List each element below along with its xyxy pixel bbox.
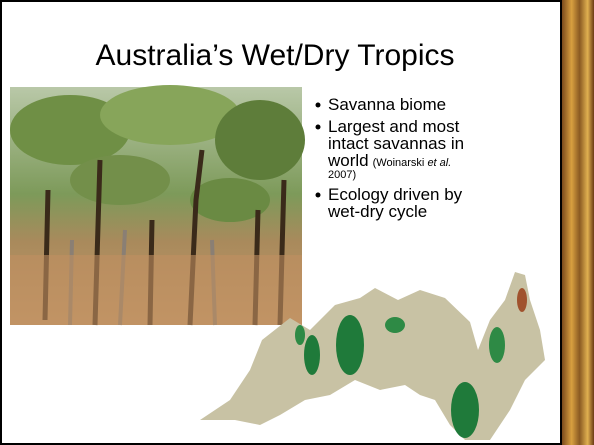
slide-title: Australia’s Wet/Dry Tropics — [96, 39, 455, 72]
slide-canvas: Australia’s Wet/Dry Tropics Savanna biom… — [0, 0, 594, 445]
savanna-photo — [10, 85, 305, 325]
citation: 2007) — [328, 169, 356, 181]
bullet-dot — [316, 193, 321, 198]
grass-photo-strip — [562, 0, 594, 445]
slide: Australia’s Wet/Dry Tropics Savanna biom… — [0, 0, 594, 445]
bullet-dot — [316, 125, 321, 130]
citation: (Woinarski — [373, 157, 428, 169]
bullet-text: Savanna biome — [328, 95, 446, 114]
bullet-dot — [316, 103, 321, 108]
citation-italic: et al. — [427, 157, 451, 169]
bullet-text: wet-dry cycle — [327, 202, 427, 221]
